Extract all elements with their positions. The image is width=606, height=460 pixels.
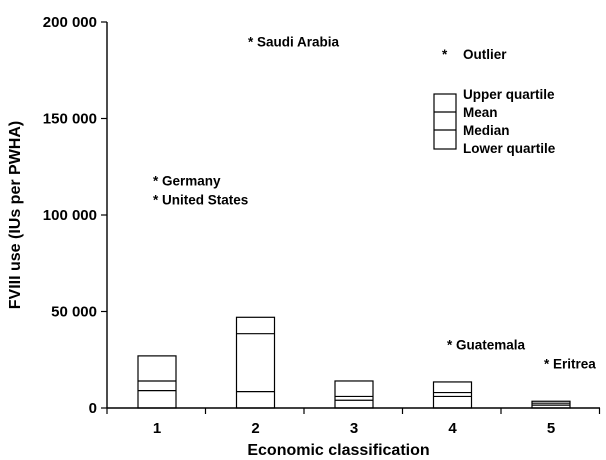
box-rect bbox=[432, 381, 473, 409]
box-5 bbox=[531, 400, 571, 409]
x-axis-title: Economic classification bbox=[247, 442, 429, 459]
y-tick-label: 100 000 bbox=[43, 207, 97, 224]
y-tick-label: 150 000 bbox=[43, 111, 97, 128]
legend-item-label: Lower quartile bbox=[463, 141, 556, 156]
legend-item-label: Mean bbox=[463, 105, 498, 120]
x-axis-ticks: 1 2 3 4 5 bbox=[106, 408, 601, 437]
y-tick-label: 50 000 bbox=[51, 304, 97, 321]
outlier-label: * Eritrea bbox=[544, 357, 596, 372]
x-tick-label: 2 bbox=[251, 420, 259, 437]
legend-outlier-marker: * bbox=[442, 47, 448, 62]
box-rect bbox=[334, 380, 374, 409]
legend-box bbox=[433, 93, 457, 150]
box-3 bbox=[334, 380, 374, 409]
legend-item-label: Median bbox=[463, 123, 510, 138]
box-1 bbox=[137, 355, 177, 409]
y-axis-ticks: 0 50 000 100 000 150 000 200 000 bbox=[43, 14, 107, 417]
y-axis-title: FVIII use (IUs per PWHA) bbox=[7, 121, 24, 309]
x-tick-label: 1 bbox=[153, 420, 161, 437]
outlier-label: * Guatemala bbox=[447, 337, 526, 352]
x-tick-label: 3 bbox=[350, 420, 358, 437]
box-4 bbox=[432, 381, 473, 409]
legend: * Outlier Upper quartile Mean Median Lower qu… bbox=[433, 47, 556, 156]
outlier-label: * Saudi Arabia bbox=[248, 34, 340, 49]
outlier-label: * United States bbox=[153, 193, 248, 208]
x-tick-label: 4 bbox=[448, 420, 457, 437]
legend-item-label: Upper quartile bbox=[463, 87, 555, 102]
legend-outlier-label: Outlier bbox=[463, 47, 507, 62]
box-rect bbox=[137, 355, 177, 409]
x-tick-label: 5 bbox=[547, 420, 555, 437]
outlier-label: * Germany bbox=[153, 173, 221, 188]
box-2 bbox=[235, 316, 276, 409]
y-tick-label: 200 000 bbox=[43, 14, 97, 31]
y-tick-label: 0 bbox=[89, 400, 97, 417]
box-rect bbox=[235, 316, 276, 409]
outlier-annotations: * Saudi Arabia * Germany * United States * … bbox=[153, 34, 596, 371]
box-series bbox=[137, 316, 571, 409]
